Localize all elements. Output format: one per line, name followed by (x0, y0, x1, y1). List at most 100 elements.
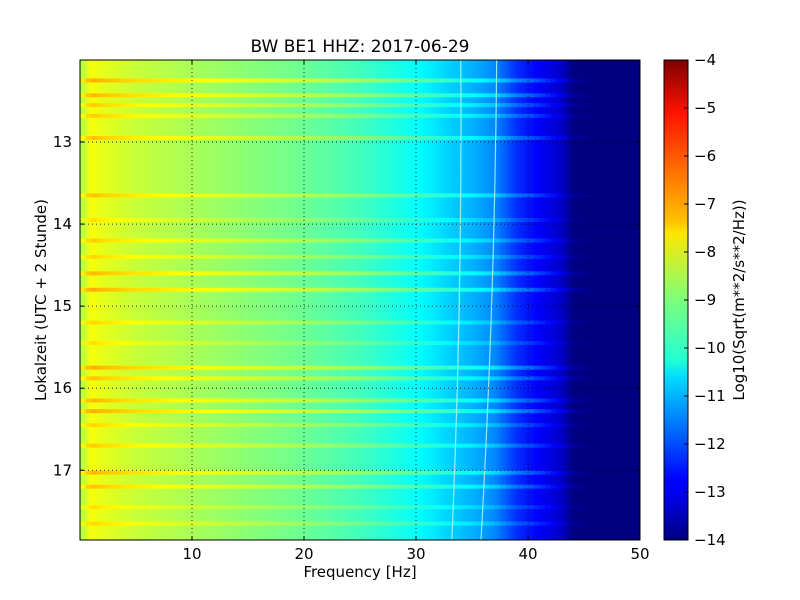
heatmap-band (270, 365, 277, 370)
heatmap-band (399, 287, 406, 292)
heatmap-band (248, 423, 255, 428)
heatmap-band (410, 521, 417, 526)
heatmap-band (203, 376, 210, 381)
heatmap-band (264, 254, 271, 259)
heatmap-band (516, 423, 523, 428)
heatmap-band (96, 398, 103, 403)
heatmap-band (337, 78, 344, 83)
heatmap-band (444, 376, 451, 381)
heatmap-band (494, 521, 501, 526)
heatmap-band (528, 271, 535, 276)
heatmap-band (309, 193, 316, 198)
heatmap-band (567, 505, 574, 510)
heatmap-band (158, 341, 165, 346)
heatmap-column (256, 60, 260, 540)
heatmap-band (236, 320, 243, 325)
heatmap-band (231, 271, 238, 276)
heatmap-band (354, 409, 361, 414)
heatmap-band (253, 254, 260, 259)
heatmap-column (620, 60, 624, 540)
heatmap-band (567, 254, 574, 259)
heatmap-band (365, 113, 372, 118)
heatmap-column (449, 60, 453, 540)
heatmap-band (236, 470, 243, 475)
heatmap-band (483, 521, 490, 526)
heatmap-band (382, 78, 389, 83)
heatmap-band (85, 484, 92, 489)
heatmap-band (500, 365, 507, 370)
heatmap-band (102, 398, 109, 403)
heatmap-band (96, 443, 103, 448)
heatmap-band (360, 409, 367, 414)
heatmap-column (166, 60, 171, 540)
heatmap-band (567, 103, 574, 108)
heatmap-band (320, 218, 327, 222)
heatmap-band (449, 423, 456, 428)
heatmap-band (164, 409, 171, 414)
heatmap-band (192, 423, 199, 428)
heatmap-band (130, 341, 137, 346)
heatmap-column (239, 60, 243, 540)
heatmap-band (242, 113, 249, 118)
heatmap-band (444, 103, 451, 108)
heatmap-band (292, 287, 299, 292)
heatmap-band (376, 238, 383, 243)
heatmap-band (488, 271, 495, 276)
heatmap-band (287, 135, 294, 140)
heatmap-band (472, 135, 479, 140)
heatmap-band (203, 443, 210, 448)
heatmap-band (343, 320, 350, 325)
heatmap-band (231, 365, 238, 370)
heatmap-band (416, 470, 423, 475)
heatmap-band (539, 320, 546, 325)
heatmap-band (483, 398, 490, 403)
heatmap-band (500, 238, 507, 243)
heatmap-band (376, 443, 383, 448)
heatmap-band (410, 470, 417, 475)
heatmap-band (483, 103, 490, 108)
heatmap-band (432, 470, 439, 475)
heatmap-band (192, 365, 199, 370)
heatmap-band (276, 93, 283, 98)
heatmap-band (197, 409, 204, 414)
heatmap-band (544, 398, 551, 403)
heatmap-band (169, 193, 176, 198)
heatmap-band (141, 398, 148, 403)
heatmap-band (276, 505, 283, 510)
heatmap-band (494, 341, 501, 346)
heatmap-band (561, 365, 568, 370)
heatmap-band (169, 398, 176, 403)
heatmap-band (472, 103, 479, 108)
heatmap-band (214, 78, 221, 83)
heatmap-band (528, 135, 535, 140)
heatmap-band (561, 505, 568, 510)
heatmap-band (567, 409, 574, 414)
heatmap-column (192, 60, 196, 540)
heatmap-band (242, 218, 249, 222)
heatmap-band (376, 484, 383, 489)
heatmap-band (550, 470, 557, 475)
heatmap-band (180, 103, 187, 108)
heatmap-band (348, 193, 355, 198)
heatmap-band (533, 376, 540, 381)
heatmap-band (444, 287, 451, 292)
heatmap-band (164, 287, 171, 292)
heatmap-band (410, 505, 417, 510)
heatmap-band (444, 135, 451, 140)
heatmap-band (231, 238, 238, 243)
heatmap-band (466, 521, 473, 526)
heatmap-column (116, 60, 120, 540)
heatmap-band (152, 271, 159, 276)
heatmap-band (444, 254, 451, 259)
heatmap-band (320, 376, 327, 381)
heatmap-band (533, 505, 540, 510)
heatmap-column (337, 60, 341, 540)
heatmap-band (152, 484, 159, 489)
heatmap-band (119, 193, 126, 198)
heatmap-band (460, 470, 467, 475)
heatmap-band (578, 470, 585, 475)
heatmap-band (141, 254, 148, 259)
heatmap-band (438, 320, 445, 325)
heatmap-band (556, 521, 563, 526)
heatmap-band (203, 93, 210, 98)
